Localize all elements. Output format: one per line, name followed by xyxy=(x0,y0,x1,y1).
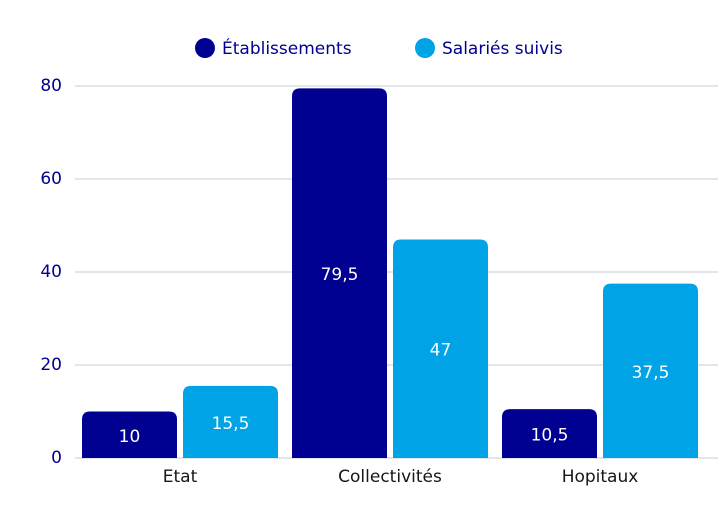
x-tick-label: Collectivités xyxy=(338,467,442,487)
bar xyxy=(183,385,278,458)
data-label: 47 xyxy=(430,341,452,361)
y-tick-label: 80 xyxy=(40,76,62,96)
data-label: 10 xyxy=(119,427,141,447)
bar xyxy=(292,88,387,458)
y-tick-label: 40 xyxy=(40,262,62,282)
legend-label: Salariés suivis xyxy=(442,39,563,59)
bar xyxy=(603,283,698,458)
y-tick-label: 20 xyxy=(40,355,62,375)
data-label: 37,5 xyxy=(632,363,670,383)
data-label: 15,5 xyxy=(212,414,250,434)
legend-swatch xyxy=(195,38,215,58)
data-label: 10,5 xyxy=(531,426,569,446)
bar xyxy=(82,411,177,458)
data-label: 79,5 xyxy=(321,265,359,285)
y-tick-label: 60 xyxy=(40,169,62,189)
x-tick-label: Hopitaux xyxy=(562,467,639,487)
legend-label: Établissements xyxy=(222,37,352,59)
x-tick-label: Etat xyxy=(163,467,198,487)
bar xyxy=(393,239,488,458)
y-tick-label: 0 xyxy=(51,448,62,468)
legend-swatch xyxy=(415,38,435,58)
bar xyxy=(502,409,597,458)
